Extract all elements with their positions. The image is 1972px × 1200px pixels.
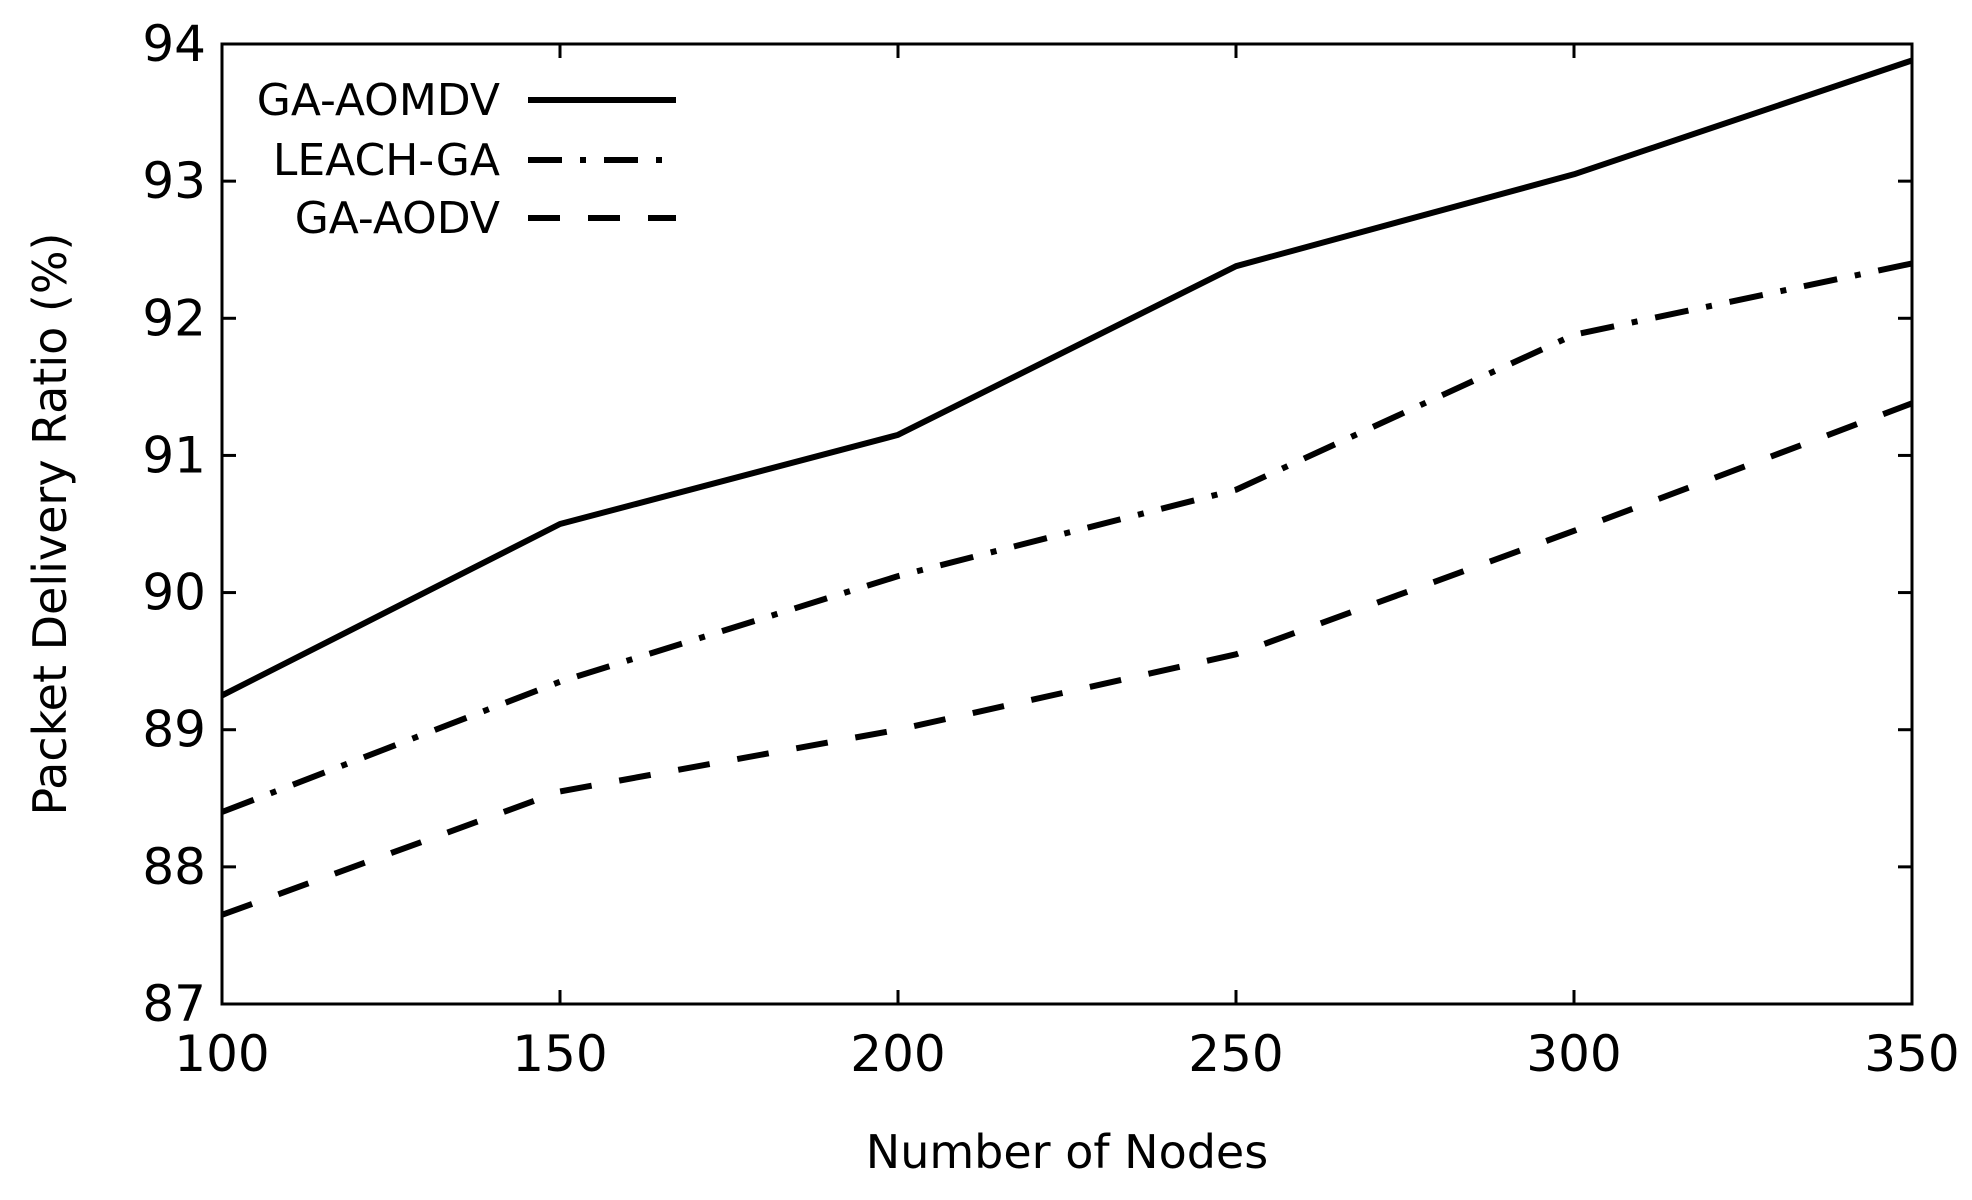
y-tick-label-7: 94 (142, 15, 206, 73)
x-tick-label-4: 300 (1526, 1025, 1621, 1083)
y-tick-label-4: 91 (142, 426, 206, 484)
x-tick-label-3: 250 (1188, 1025, 1283, 1083)
y-tick-label-1: 88 (142, 838, 206, 896)
legend: GA-AOMDV LEACH-GA GA-AODV (257, 75, 676, 244)
legend-label-ga-aomdv: GA-AOMDV (257, 75, 500, 126)
y-tick-label-3: 90 (142, 564, 206, 622)
plot-frame (220, 42, 1914, 1006)
x-tick-label-2: 200 (850, 1025, 945, 1083)
series-line-ga-aomdv (220, 57, 1913, 699)
series-layer (220, 57, 1914, 918)
series-line-leach-ga (220, 260, 1913, 815)
y-axis-title: Packet Delivery Ratio (%) (23, 233, 77, 816)
legend-label-leach-ga: LEACH-GA (273, 135, 500, 186)
ticks-layer (220, 42, 1914, 1006)
x-axis-title: Number of Nodes (866, 1125, 1268, 1179)
series-line-ga-aodv (220, 400, 1914, 918)
y-tick-label-2: 89 (142, 701, 206, 759)
legend-label-ga-aodv: GA-AODV (295, 193, 500, 244)
x-tick-label-0: 100 (174, 1025, 269, 1083)
y-tick-label-5: 92 (142, 289, 206, 347)
tick-labels-layer: 100 150 200 250 300 350 87 88 89 90 91 92 93 94 (142, 15, 1959, 1083)
x-tick-label-1: 150 (512, 1025, 607, 1083)
x-tick-label-5: 350 (1864, 1025, 1959, 1083)
y-tick-label-6: 93 (142, 152, 206, 210)
y-tick-label-0: 87 (142, 975, 206, 1033)
